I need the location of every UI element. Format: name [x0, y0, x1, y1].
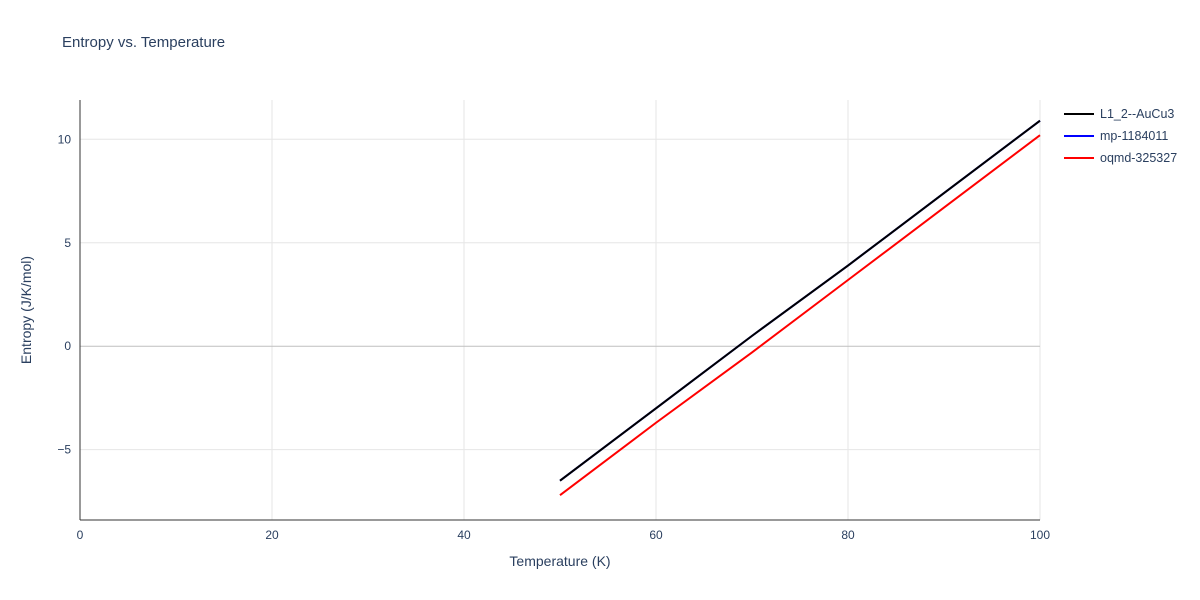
legend-item[interactable]: oqmd-325327: [1064, 147, 1177, 169]
y-tick-label: 10: [58, 132, 72, 146]
x-tick-label: 80: [841, 528, 855, 542]
y-axis-title: Entropy (J/K/mol): [18, 255, 34, 365]
legend-label: oqmd-325327: [1100, 151, 1178, 165]
legend-swatch: [1064, 157, 1094, 159]
legend: L1_2--AuCu3 mp-1184011 oqmd-325327: [1060, 101, 1182, 171]
y-tick-label: 5: [64, 236, 71, 250]
y-tick-label: −5: [57, 443, 71, 457]
legend-label: mp-1184011: [1100, 129, 1169, 143]
x-tick-label: 40: [457, 528, 471, 542]
x-tick-label: 60: [649, 528, 663, 542]
legend-swatch: [1064, 113, 1094, 115]
series-line-0: [559, 119, 1041, 482]
x-tick-label: 20: [265, 528, 279, 542]
legend-item[interactable]: mp-1184011: [1064, 125, 1177, 147]
chart-title: Entropy vs. Temperature: [62, 34, 226, 51]
legend-item[interactable]: L1_2--AuCu3: [1064, 103, 1177, 125]
x-tick-label: 100: [1030, 528, 1050, 542]
x-tick-label: 0: [77, 528, 84, 542]
series-line-2: [559, 134, 1041, 496]
x-axis-title: Temperature (K): [509, 553, 611, 569]
legend-swatch: [1064, 135, 1094, 137]
legend-label: L1_2--AuCu3: [1100, 107, 1175, 121]
y-tick-label: 0: [64, 339, 71, 353]
